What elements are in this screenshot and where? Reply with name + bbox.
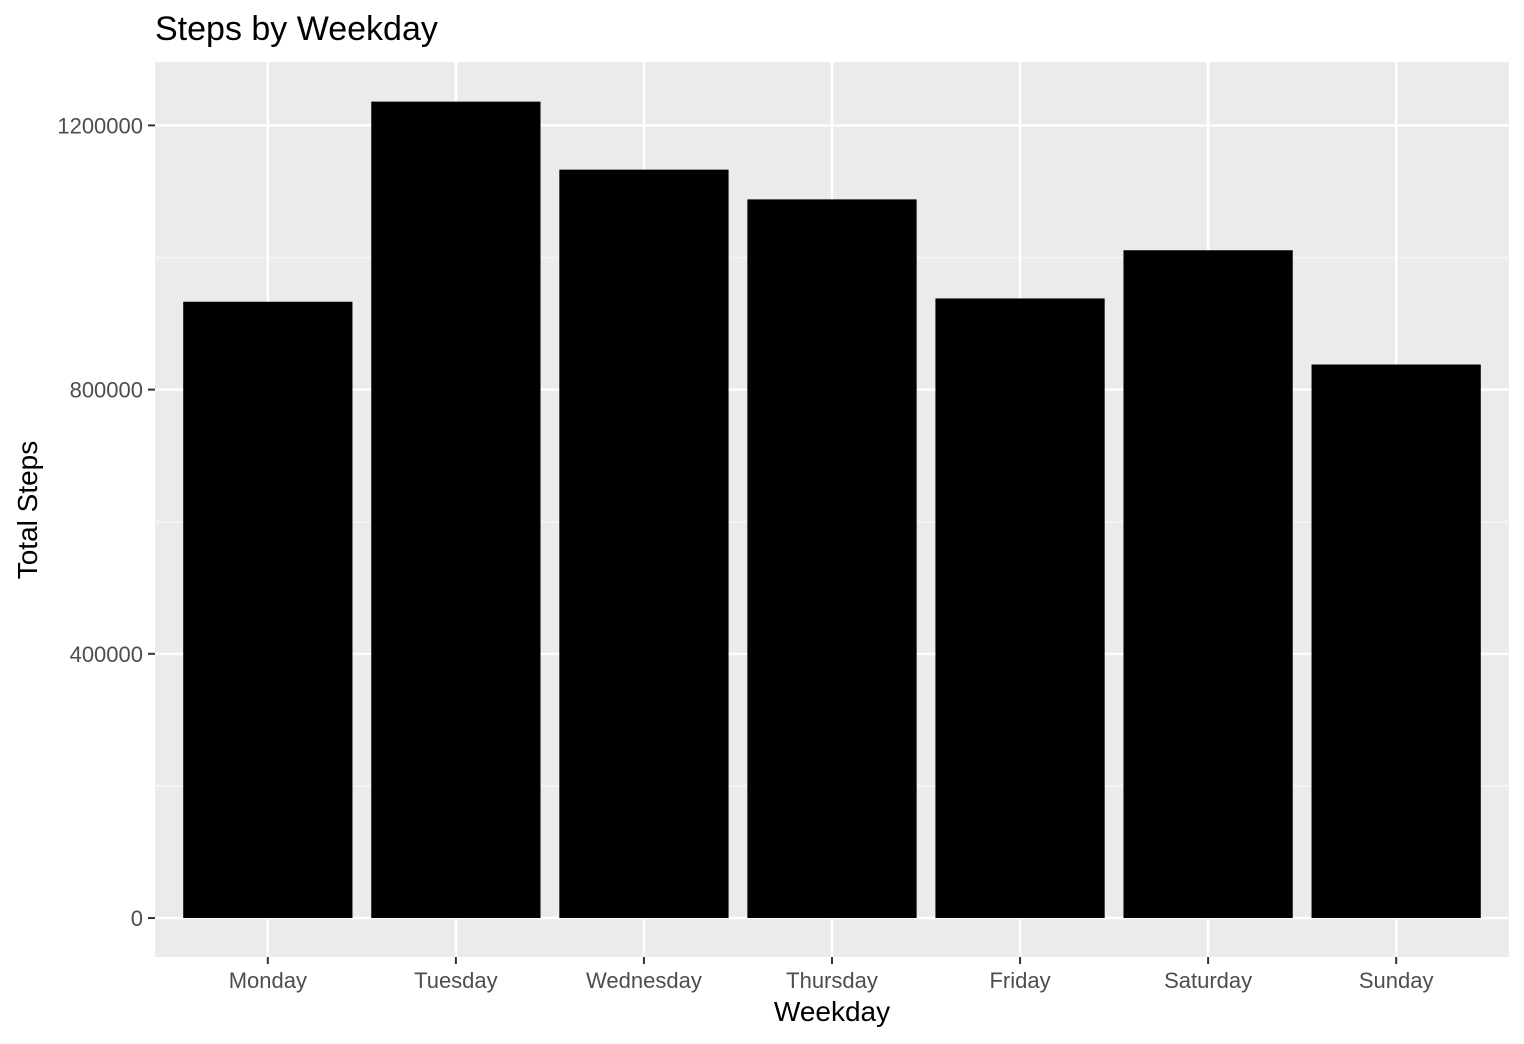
x-tick-label: Tuesday xyxy=(414,968,498,993)
y-axis: 0 400000 800000 1200000 xyxy=(57,113,155,931)
bar-saturday xyxy=(1123,250,1293,919)
bar-thursday xyxy=(747,199,917,919)
y-axis-title: Total Steps xyxy=(12,441,43,580)
y-tick-label: 400000 xyxy=(70,642,143,667)
bar-friday xyxy=(935,298,1105,919)
y-tick-label: 1200000 xyxy=(57,113,143,138)
bar-monday xyxy=(183,301,353,919)
x-tick-label: Monday xyxy=(229,968,307,993)
chart-title: Steps by Weekday xyxy=(155,10,438,48)
bar-sunday xyxy=(1311,364,1481,919)
bar-tuesday xyxy=(371,101,541,919)
x-axis-title: Weekday xyxy=(774,996,890,1027)
y-tick-label: 0 xyxy=(131,906,143,931)
y-tick-label: 800000 xyxy=(70,378,143,403)
x-tick-label: Friday xyxy=(989,968,1050,993)
x-tick-label: Sunday xyxy=(1359,968,1434,993)
bar-wednesday xyxy=(559,169,729,919)
x-tick-label: Saturday xyxy=(1164,968,1252,993)
x-tick-label: Thursday xyxy=(786,968,878,993)
bars xyxy=(183,101,1481,919)
x-tick-label: Wednesday xyxy=(586,968,702,993)
x-axis: Monday Tuesday Wednesday Thursday Friday Satu… xyxy=(229,957,1434,993)
